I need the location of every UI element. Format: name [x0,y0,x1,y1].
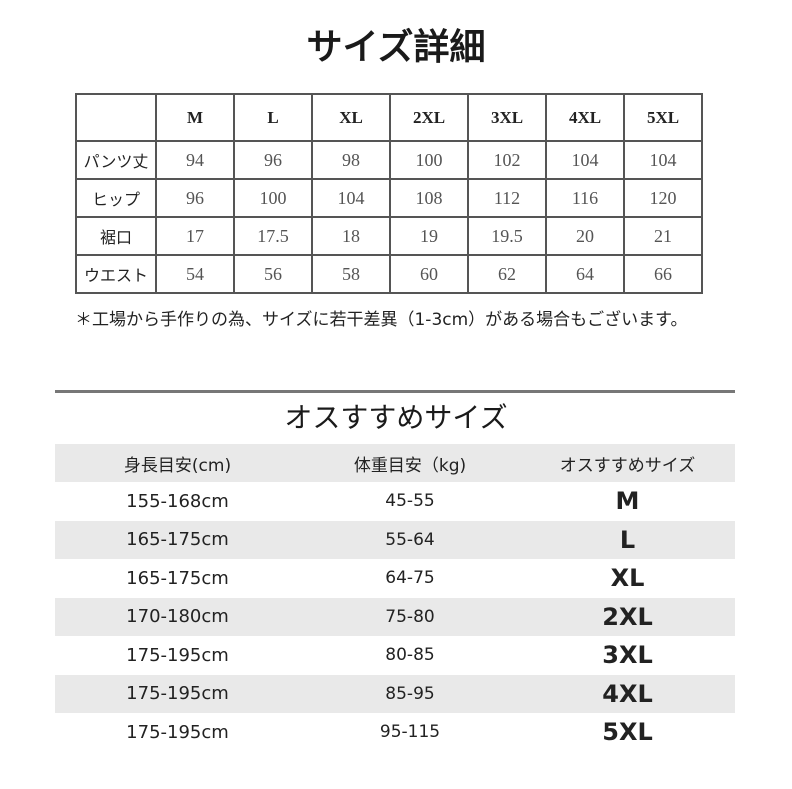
weight-cell: 55-64 [385,529,435,550]
height-cell: 175-195cm [126,683,229,705]
header-cell: 3XL [467,93,547,142]
row-label: ウエスト [75,254,157,294]
height-cell: 170-180cm [126,606,229,628]
value-cell: 108 [389,178,469,218]
table-row: 裾口 17 17.5 18 19 19.5 20 21 [75,216,703,256]
value-cell: 120 [623,178,703,218]
header-cell: XL [311,93,391,142]
table-row: パンツ丈 94 96 98 100 102 104 104 [75,140,703,180]
table-row: 175-195cm 95-115 5XL [55,713,735,752]
header-cell: 2XL [389,93,469,142]
value-cell: 102 [467,140,547,180]
size-cell: M [615,487,640,516]
table-row: 155-168cm 45-55 M [55,482,735,521]
header-cell: 4XL [545,93,625,142]
header-cell: 身長目安(cm) [123,455,232,476]
value-cell: 100 [233,178,313,218]
height-cell: 155-168cm [126,490,229,512]
value-cell: 66 [623,254,703,294]
weight-cell: 64-75 [385,568,435,589]
table-row: 165-175cm 55-64 L [55,520,735,559]
size-cell: XL [610,564,645,593]
value-cell: 19.5 [467,216,547,256]
header-cell: オスすすめサイズ [559,455,696,476]
row-label: ヒップ [75,178,157,218]
weight-cell: 75-80 [385,606,435,627]
header-cell [75,93,157,142]
size-cell: 2XL [602,602,653,631]
value-cell: 21 [623,216,703,256]
table-row: 165-175cm 64-75 XL [55,559,735,598]
size-detail-table: M L XL 2XL 3XL 4XL 5XL パンツ丈 94 96 98 100 102 104 104 ヒッ… [75,93,703,294]
value-cell: 17.5 [233,216,313,256]
table-row: ヒップ 96 100 104 108 112 116 120 [75,178,703,218]
header-cell: M [155,93,235,142]
header-cell: L [233,93,313,142]
value-cell: 100 [389,140,469,180]
size-detail-title: サイズ詳細 [306,27,486,68]
recommend-header-row: 身長目安(cm) 体重目安（kg) オスすすめサイズ [55,444,735,482]
value-cell: 54 [155,254,235,294]
height-cell: 165-175cm [126,529,229,551]
height-cell: 175-195cm [126,644,229,666]
value-cell: 60 [389,254,469,294]
value-cell: 20 [545,216,625,256]
recommend-table: 身長目安(cm) 体重目安（kg) オスすすめサイズ 155-168cm 45-55 M 1… [55,444,735,752]
weight-cell: 45-55 [385,491,435,512]
header-cell: 5XL [623,93,703,142]
value-cell: 98 [311,140,391,180]
recommend-title: オスすすめサイズ [284,401,508,434]
row-label: パンツ丈 [75,140,157,180]
header-cell: 体重目安（kg) [353,455,467,476]
weight-cell: 85-95 [385,683,435,704]
table-row: 175-195cm 80-85 3XL [55,636,735,675]
size-cell: 3XL [602,641,653,670]
value-cell: 112 [467,178,547,218]
weight-cell: 80-85 [385,645,435,666]
table-row: 170-180cm 75-80 2XL [55,597,735,636]
weight-cell: 95-115 [379,722,441,743]
value-cell: 94 [155,140,235,180]
value-cell: 62 [467,254,547,294]
value-cell: 104 [623,140,703,180]
value-cell: 58 [311,254,391,294]
value-cell: 64 [545,254,625,294]
height-cell: 165-175cm [126,567,229,589]
value-cell: 56 [233,254,313,294]
value-cell: 96 [233,140,313,180]
size-cell: 5XL [602,718,653,747]
value-cell: 19 [389,216,469,256]
divider [55,390,735,393]
size-cell: L [619,525,636,554]
value-cell: 18 [311,216,391,256]
size-cell: 4XL [602,679,653,708]
row-label: 裾口 [75,216,157,256]
value-cell: 116 [545,178,625,218]
height-cell: 175-195cm [126,721,229,743]
size-note: ＊工場から手作りの為、サイズに若干差異（1-3cm）がある場合もございます。 [75,310,688,330]
value-cell: 104 [311,178,391,218]
table-header-row: M L XL 2XL 3XL 4XL 5XL [75,93,703,142]
table-row: ウエスト 54 56 58 60 62 64 66 [75,254,703,294]
table-row: 175-195cm 85-95 4XL [55,674,735,713]
value-cell: 104 [545,140,625,180]
value-cell: 17 [155,216,235,256]
value-cell: 96 [155,178,235,218]
